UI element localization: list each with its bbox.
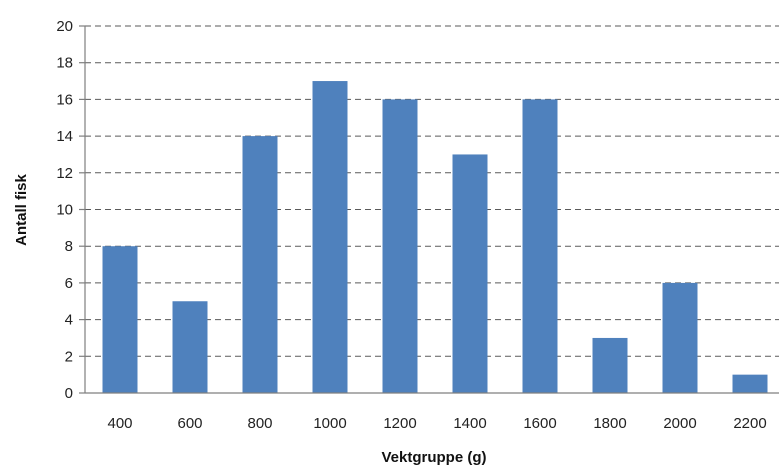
y-tick-label: 20 bbox=[56, 18, 73, 35]
bar bbox=[662, 282, 698, 393]
x-axis-title: Vektgruppe (g) bbox=[381, 449, 486, 466]
y-tick-label: 2 bbox=[65, 348, 73, 365]
x-tick-label: 600 bbox=[177, 415, 202, 432]
x-tick-label: 1600 bbox=[523, 415, 556, 432]
x-tick-label: 1800 bbox=[593, 415, 626, 432]
x-tick-label: 2000 bbox=[663, 415, 696, 432]
bar bbox=[452, 154, 488, 393]
y-tick-labels: 0 2 4 6 8 10 12 14 16 18 20 bbox=[56, 18, 73, 402]
y-tick-label: 6 bbox=[65, 275, 73, 292]
bar bbox=[172, 301, 208, 393]
bar bbox=[102, 246, 138, 393]
x-tick-label: 1200 bbox=[383, 415, 416, 432]
x-tick-label: 400 bbox=[107, 415, 132, 432]
x-tick-label: 1400 bbox=[453, 415, 486, 432]
y-tick-label: 10 bbox=[56, 202, 73, 219]
x-tick-label: 800 bbox=[247, 415, 272, 432]
y-tick-label: 0 bbox=[65, 385, 73, 402]
y-tick-label: 14 bbox=[56, 128, 73, 145]
bar bbox=[732, 374, 768, 393]
x-tick-label: 2200 bbox=[733, 415, 766, 432]
bar bbox=[592, 337, 628, 393]
bars bbox=[102, 81, 768, 394]
x-tick-label: 1000 bbox=[313, 415, 346, 432]
y-tick-label: 16 bbox=[56, 91, 73, 108]
y-tick-label: 8 bbox=[65, 238, 73, 255]
y-axis-title: Antall fisk bbox=[13, 174, 30, 246]
bar bbox=[382, 99, 418, 394]
y-tick-label: 12 bbox=[56, 165, 73, 182]
bar bbox=[312, 81, 348, 394]
y-tick-label: 18 bbox=[56, 55, 73, 72]
bar bbox=[242, 136, 278, 393]
bar bbox=[522, 99, 558, 394]
x-tick-labels: 400 600 800 1000 1200 1400 1600 1800 2000 2200 bbox=[107, 415, 766, 432]
y-tick-label: 4 bbox=[65, 312, 73, 329]
